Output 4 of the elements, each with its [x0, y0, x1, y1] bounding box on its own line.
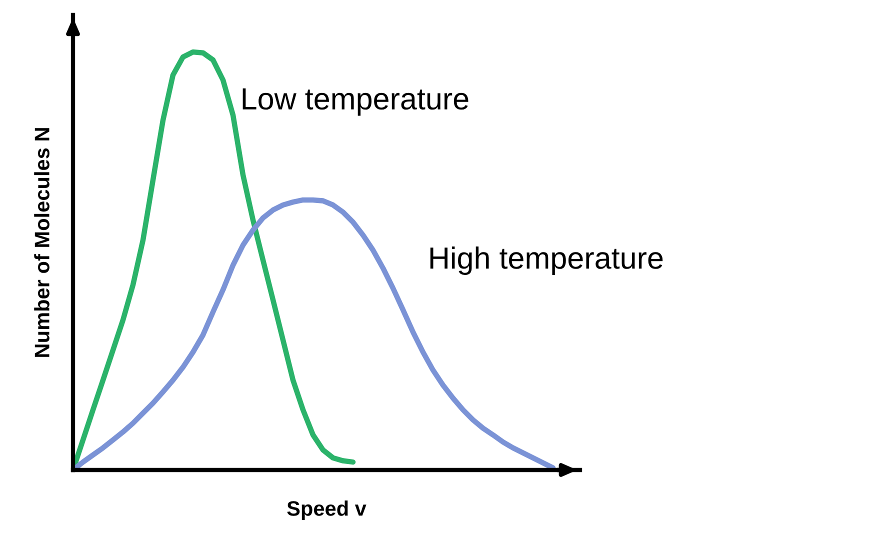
y-axis-title: Number of Molecules N	[34, 128, 50, 357]
series-label: Low temperature	[242, 88, 468, 116]
series-label: High temperature	[430, 246, 663, 275]
x-axis-title: Speed v	[287, 500, 366, 520]
